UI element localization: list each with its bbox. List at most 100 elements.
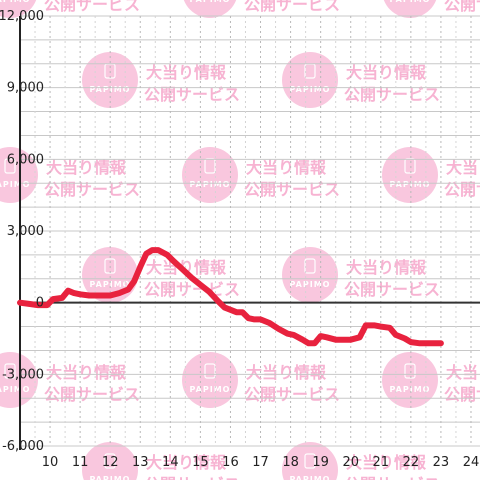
watermark-line2: 公開サービス	[444, 0, 480, 14]
watermark-logo-text: PAPIMO	[390, 385, 431, 394]
y-tick-label: 6,000	[7, 152, 44, 167]
y-tick-label: -3,000	[2, 367, 44, 382]
y-tick-label: 12,000	[0, 9, 44, 24]
x-tick-label: 21	[373, 455, 390, 470]
papimo-logo-icon	[282, 52, 338, 108]
y-tick-label: 3,000	[7, 224, 44, 239]
x-tick-label: 18	[282, 455, 299, 470]
watermark-logo-text: PAPIMO	[390, 180, 431, 189]
x-tick-label: 23	[433, 455, 450, 470]
papimo-logo-icon	[0, 0, 37, 18]
phone-icon	[104, 453, 116, 469]
x-tick-label: 15	[192, 455, 209, 470]
papimo-logo-icon	[182, 352, 238, 408]
papimo-logo-icon	[0, 147, 38, 203]
watermark-line1: 大当り情報	[46, 363, 127, 382]
watermark-line1: 大当り情報	[246, 158, 327, 177]
x-tick-label: 24	[463, 455, 480, 470]
x-tick-label: 10	[42, 455, 59, 470]
watermark-logo-text: PAPIMO	[0, 180, 30, 189]
watermark-logo-text: PAPIMO	[190, 180, 231, 189]
watermark-line2: 公開サービス	[344, 475, 440, 480]
papimo-logo-icon	[0, 352, 38, 408]
watermark-line1: 大当り情報	[146, 453, 227, 472]
watermark-line2: 公開サービス	[444, 180, 480, 199]
watermark-logo-text: PAPIMO	[90, 280, 131, 289]
x-tick-label: 16	[222, 455, 239, 470]
papimo-logo-icon	[82, 442, 138, 480]
watermark-line2: 公開サービス	[44, 0, 140, 14]
x-tick-label: 14	[162, 455, 179, 470]
papimo-logo-icon	[382, 352, 438, 408]
watermark-line1: 大当り情報	[346, 453, 427, 472]
papimo-logo-icon	[383, 0, 437, 18]
watermark-line1: 大当り情報	[346, 63, 427, 82]
watermark-line2: 公開サービス	[244, 385, 340, 404]
x-tick-label: 11	[72, 455, 89, 470]
watermark-line2: 公開サービス	[444, 385, 480, 404]
x-tick-label: 17	[252, 455, 269, 470]
series-layer	[17, 247, 444, 347]
series-line	[17, 247, 444, 347]
phone-icon	[404, 363, 416, 379]
watermark-logo-text: PAPIMO	[290, 85, 331, 94]
watermark-line2: 公開サービス	[244, 0, 340, 14]
x-tick-label: 20	[342, 455, 359, 470]
papimo-logo-icon	[183, 0, 237, 18]
x-tick-label: 22	[403, 455, 420, 470]
phone-icon	[304, 453, 316, 469]
watermark-logo-text: PAPIMO	[90, 475, 131, 480]
watermark-logo-text: PAPIMO	[0, 0, 30, 4]
watermark-line1: 大当り情報	[146, 258, 227, 277]
phone-icon	[4, 158, 16, 174]
watermark-logo-text: PAPIMO	[290, 475, 331, 480]
watermark-line2: 公開サービス	[344, 85, 440, 104]
watermark-logo-text: PAPIMO	[190, 385, 231, 394]
watermark-line1: 大当り情報	[346, 258, 427, 277]
watermark-logo-text: PAPIMO	[390, 0, 431, 4]
watermark-line2: 公開サービス	[144, 85, 240, 104]
papimo-logo-icon	[282, 442, 338, 480]
x-tick-label: 13	[132, 455, 149, 470]
x-tick-label: 12	[102, 455, 119, 470]
watermark-line2: 公開サービス	[344, 280, 440, 299]
watermark-line2: 公開サービス	[44, 385, 140, 404]
watermark-line2: 公開サービス	[144, 280, 240, 299]
phone-icon	[304, 258, 316, 274]
watermark-line2: 公開サービス	[244, 180, 340, 199]
watermark-logo-text: PAPIMO	[0, 385, 30, 394]
y-tick-label: 9,000	[7, 81, 44, 96]
axes-layer	[19, 16, 480, 450]
watermark-logo-text: PAPIMO	[190, 0, 231, 4]
watermark-logo-text: PAPIMO	[290, 280, 331, 289]
watermark-line2: 公開サービス	[144, 475, 240, 480]
watermark-line2: 公開サービス	[44, 180, 140, 199]
phone-icon	[4, 363, 16, 379]
watermark-line1: 大当り情報	[446, 158, 480, 177]
watermark-line1: 大当り情報	[46, 158, 127, 177]
watermark-line1: 大当り情報	[146, 63, 227, 82]
watermark-line1: 大当り情報	[246, 363, 327, 382]
papimo-logo-icon	[182, 147, 238, 203]
y-tick-label: -6,000	[2, 439, 44, 454]
x-tick-label: 19	[312, 455, 329, 470]
watermark-line1: 大当り情報	[446, 363, 480, 382]
papimo-logo-icon	[282, 247, 338, 303]
papimo-logo-icon	[82, 52, 138, 108]
papimo-logo-icon	[382, 147, 438, 203]
y-tick-label: 0	[36, 296, 44, 311]
